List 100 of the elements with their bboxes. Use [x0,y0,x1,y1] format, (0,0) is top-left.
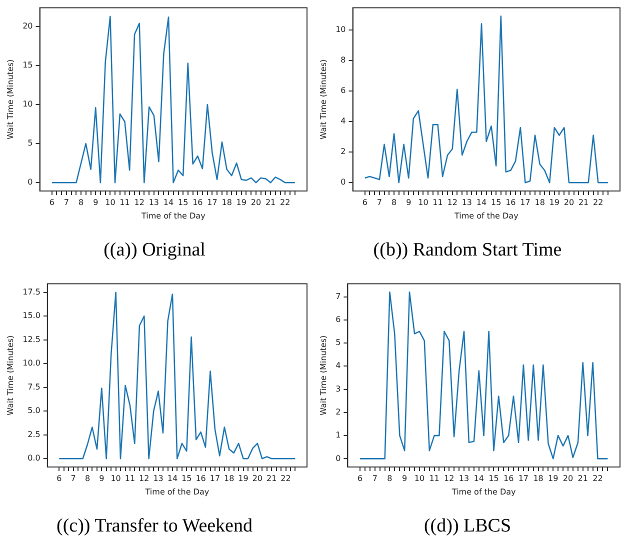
x-tick-label: 22 [592,474,603,483]
x-tick-label: 14 [163,198,174,207]
y-tick-label: 10.0 [22,358,40,368]
x-tick-label: 8 [78,198,84,207]
x-tick-label: 6 [362,198,368,207]
x-tick-label: 11 [124,474,136,483]
y-tick-label: 0 [340,178,346,187]
x-tick-label: 19 [549,198,560,207]
y-tick-label: 5 [336,338,341,348]
x-tick-label: 11 [429,474,440,483]
text: ((a)) Original [104,240,206,261]
x-tick-label: 7 [376,198,382,207]
x-tick-label: 19 [236,198,246,207]
x-tick-label: 10 [418,198,428,207]
x-tick-label: 9 [99,474,104,483]
x-tick-label: 16 [503,474,514,483]
x-tick-label: 18 [533,474,544,483]
x-tick-label: 20 [250,198,262,207]
x-tick-label: 19 [238,474,248,483]
y-tick-label: 5 [28,138,33,148]
x-tick-label: 21 [578,474,588,483]
x-tick-label: 21 [578,198,589,207]
y-tick-label: 2.5 [28,430,40,439]
y-tick-label: 7 [336,292,341,301]
x-tick-label: 17 [518,474,529,483]
x-tick-label: 7 [64,198,70,207]
x-tick-label: 21 [265,198,276,207]
x-tick-label: 13 [148,198,160,207]
x-tick-label: 16 [506,198,516,207]
y-axis-title: Wait Time (Minutes) [318,59,328,140]
x-tick-label: 7 [372,474,378,483]
x-tick-label: 11 [432,198,443,207]
x-tick-label: 13 [458,474,470,483]
y-tick-label: 8 [340,56,346,65]
x-tick-label: 8 [391,198,397,207]
x-tick-label: 12 [134,198,144,207]
text: ((b)) Random Start Time [373,240,562,261]
x-tick-label: 14 [474,474,484,483]
x-tick-label: 15 [178,198,188,207]
x-tick-label: 17 [207,198,218,207]
x-axis-title: Time of the Day [453,211,519,220]
y-tick-label: 20 [22,22,33,31]
x-axis-title: Time of the Day [450,487,516,496]
x-tick-label: 6 [49,198,54,207]
x-tick-label: 20 [564,198,574,207]
y-tick-label: 2 [340,147,346,156]
x-tick-label: 7 [70,474,76,483]
x-tick-label: 14 [167,474,178,483]
x-tick-label: 6 [357,474,363,483]
x-tick-label: 10 [414,474,425,483]
y-tick-label: 6 [340,86,346,96]
x-tick-label: 20 [252,474,263,483]
y-tick-label: 0 [28,178,33,187]
x-tick-label: 16 [196,474,206,483]
x-tick-label: 12 [447,198,458,207]
x-tick-label: 22 [593,198,604,207]
x-tick-label: 20 [562,474,574,483]
y-tick-label: 15.0 [22,311,40,320]
y-axis-title: Wait Time (Minutes) [318,335,328,416]
x-tick-label: 9 [93,198,98,207]
y-tick-label: 0 [336,454,341,463]
x-tick-label: 8 [387,474,392,483]
x-tick-label: 15 [182,474,192,483]
text: ((c)) Transfer to Weekend [56,516,253,537]
y-tick-label: 6 [336,314,341,324]
x-axis-title: Time of the Day [140,211,206,220]
y-tick-label: 10 [336,25,346,34]
y-tick-label: 0.0 [28,454,40,463]
x-tick-label: 22 [280,198,290,207]
x-tick-label: 18 [224,474,234,483]
y-tick-label: 4 [340,116,346,126]
y-tick-label: 4 [336,361,341,370]
x-tick-label: 12 [444,474,454,483]
x-tick-label: 9 [402,474,408,483]
x-tick-label: 12 [139,474,150,483]
x-tick-label: 10 [105,198,116,207]
x-tick-label: 15 [488,474,499,483]
x-tick-label: 11 [120,198,130,207]
y-tick-label: 5.0 [28,406,40,416]
x-tick-label: 17 [210,474,220,483]
x-tick-label: 16 [192,198,203,207]
y-axis-title: Wait Time (Minutes) [6,335,15,416]
x-tick-label: 10 [110,474,121,483]
x-tick-label: 22 [280,474,291,483]
y-tick-label: 12.5 [22,334,40,344]
x-tick-label: 14 [476,198,487,207]
y-tick-label: 7.5 [28,382,40,392]
x-tick-label: 18 [222,198,232,207]
y-axis-title: Wait Time (Minutes) [6,59,15,140]
x-axis-title: Time of the Day [144,487,210,496]
y-tick-label: 2 [336,407,341,416]
x-tick-label: 21 [266,474,277,483]
x-tick-label: 13 [462,198,472,207]
x-tick-label: 15 [490,198,502,207]
x-tick-label: 13 [153,474,164,483]
x-tick-label: 19 [548,474,558,483]
x-tick-label: 18 [534,198,545,207]
x-tick-label: 17 [520,198,530,207]
x-tick-label: 9 [406,198,412,207]
y-tick-label: 1 [336,430,341,440]
